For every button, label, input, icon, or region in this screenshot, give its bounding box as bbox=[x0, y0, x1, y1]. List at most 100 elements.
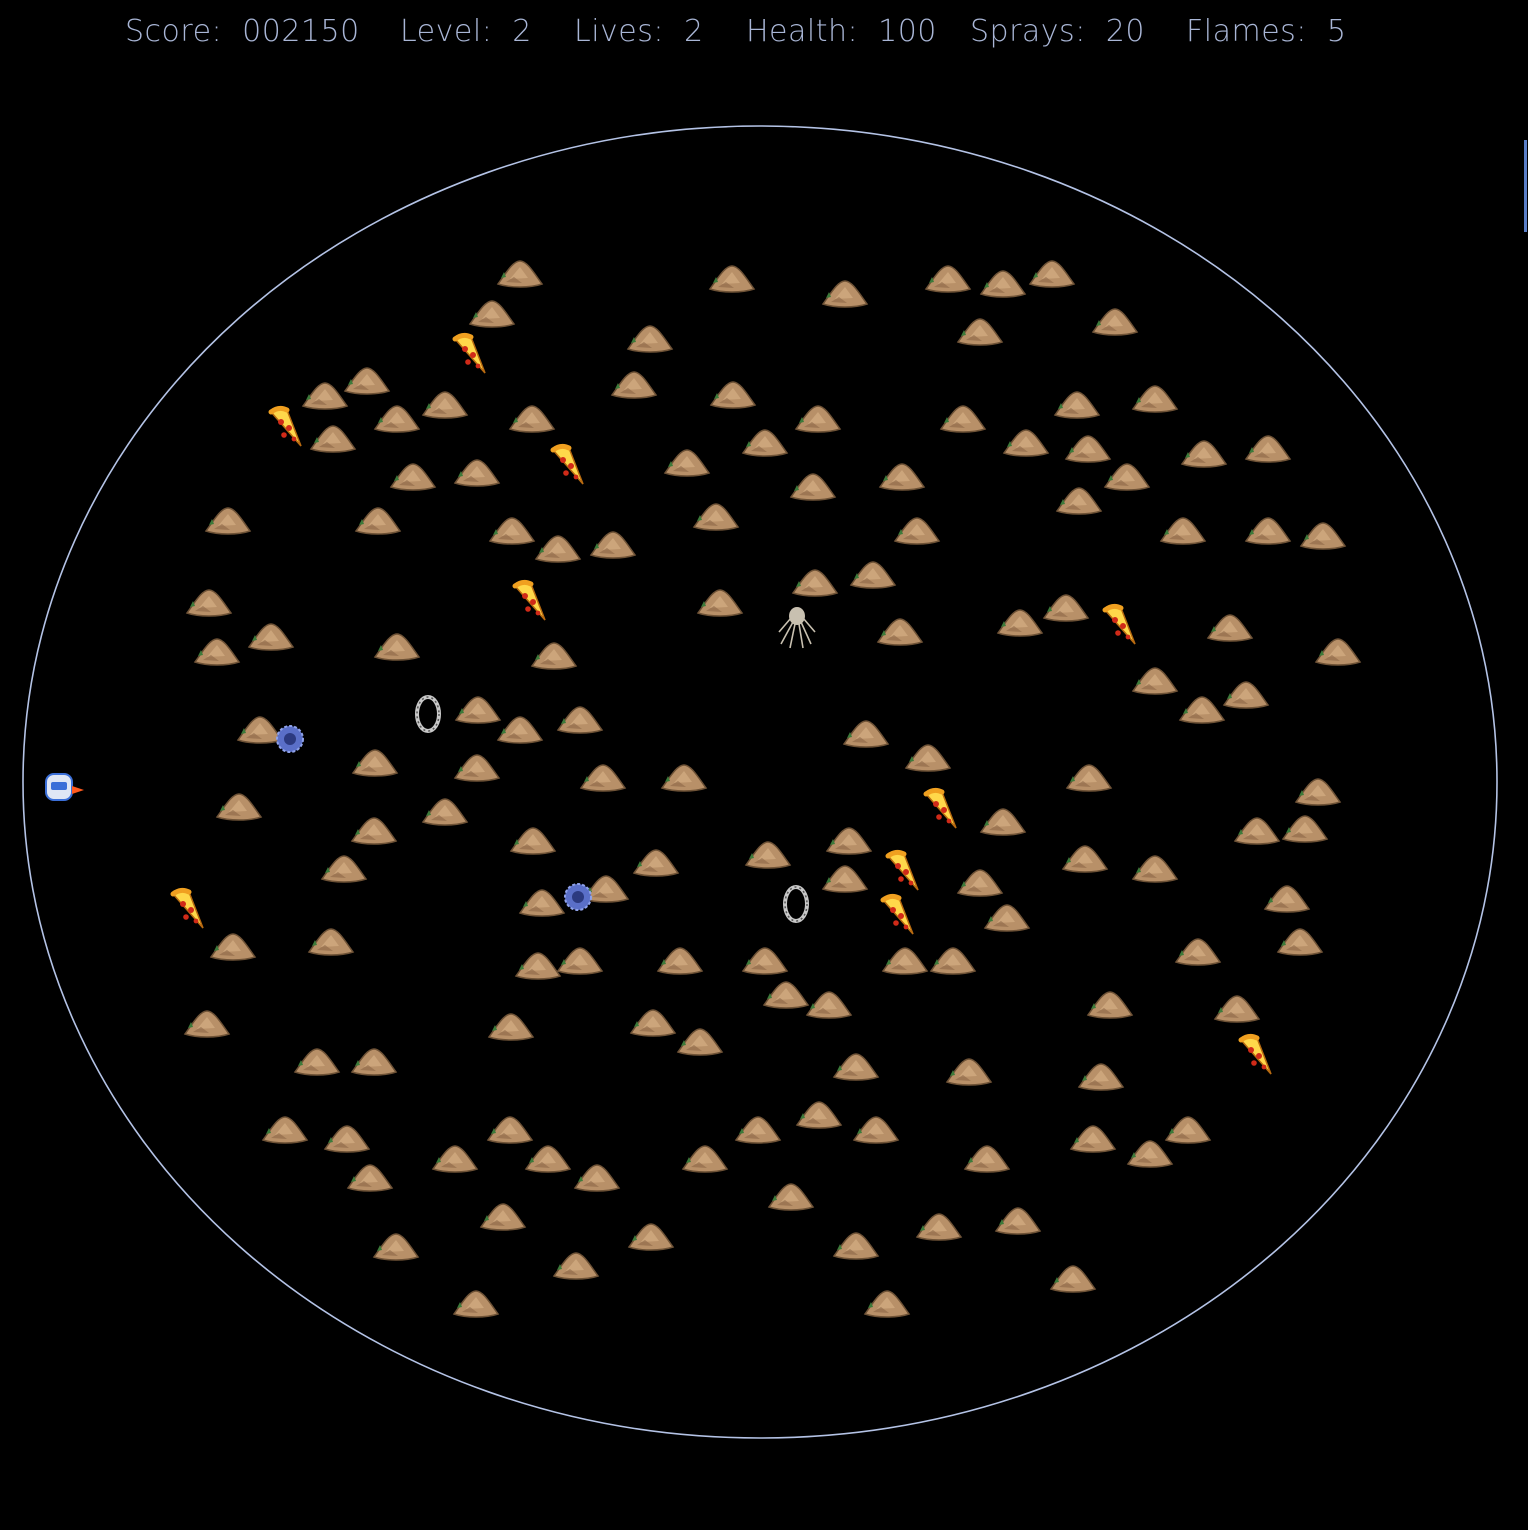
dirt-mound-icon bbox=[664, 449, 710, 477]
dirt-mound-icon bbox=[557, 947, 603, 975]
dirt-mound-icon bbox=[630, 1009, 676, 1037]
dirt-mound-icon bbox=[1207, 614, 1253, 642]
dirt-mound-icon bbox=[833, 1232, 879, 1260]
dirt-mound-icon bbox=[480, 1203, 526, 1231]
dirt-mound-icon bbox=[580, 764, 626, 792]
dirt-mound-icon bbox=[497, 260, 543, 288]
pizza-slice-icon bbox=[173, 890, 203, 928]
dirt-mound-icon bbox=[792, 569, 838, 597]
dirt-mound-icon bbox=[487, 1116, 533, 1144]
pizza-slice-icon bbox=[1105, 606, 1135, 644]
dirt-mound-icon bbox=[661, 764, 707, 792]
dirt-mound-icon bbox=[1062, 845, 1108, 873]
dirt-mound-icon bbox=[768, 1183, 814, 1211]
dirt-mound-icon bbox=[454, 459, 500, 487]
dirt-mound-icon bbox=[1087, 991, 1133, 1019]
dirt-mound-icon bbox=[677, 1028, 723, 1056]
player-ship-icon bbox=[45, 773, 85, 801]
dirt-mound-icon bbox=[796, 1101, 842, 1129]
dirt-mound-icon bbox=[763, 981, 809, 1009]
pizza-slice-icon bbox=[553, 446, 583, 484]
dirt-mound-icon bbox=[1043, 594, 1089, 622]
spider-enemy-icon bbox=[778, 606, 816, 649]
dirt-mound-icon bbox=[1066, 764, 1112, 792]
dirt-mound-icon bbox=[531, 642, 577, 670]
dirt-mound-icon bbox=[525, 1145, 571, 1173]
dirt-mound-icon bbox=[210, 933, 256, 961]
dirt-mound-icon bbox=[930, 947, 976, 975]
dirt-mound-icon bbox=[1078, 1063, 1124, 1091]
blue-gear-enemy-icon bbox=[564, 883, 592, 911]
dirt-mound-icon bbox=[1065, 435, 1111, 463]
dirt-mound-icon bbox=[515, 952, 561, 980]
dirt-mound-icon bbox=[1104, 463, 1150, 491]
dirt-mound-icon bbox=[1165, 1116, 1211, 1144]
flames-label: Flames: bbox=[1186, 14, 1307, 49]
dirt-mound-icon bbox=[1092, 308, 1138, 336]
dirt-mound-icon bbox=[745, 841, 791, 869]
dirt-mound-icon bbox=[1245, 435, 1291, 463]
dirt-mound-icon bbox=[879, 463, 925, 491]
dirt-mound-icon bbox=[352, 749, 398, 777]
dirt-mound-icon bbox=[1277, 928, 1323, 956]
dirt-mound-icon bbox=[519, 889, 565, 917]
dirt-mound-icon bbox=[1160, 517, 1206, 545]
dirt-mound-icon bbox=[697, 589, 743, 617]
dirt-mound-icon bbox=[590, 531, 636, 559]
level-readout: Level: 2 bbox=[400, 14, 532, 49]
dirt-mound-icon bbox=[1132, 855, 1178, 883]
dirt-mound-icon bbox=[1127, 1140, 1173, 1168]
dirt-mound-icon bbox=[373, 1233, 419, 1261]
grey-ring-enemy-icon bbox=[783, 885, 809, 923]
pizza-slice-icon bbox=[888, 852, 918, 890]
dirt-mound-icon bbox=[611, 371, 657, 399]
dirt-mound-icon bbox=[469, 300, 515, 328]
dirt-mound-icon bbox=[826, 827, 872, 855]
dirt-mound-icon bbox=[633, 849, 679, 877]
pizza-slice-icon bbox=[515, 582, 545, 620]
dirt-mound-icon bbox=[321, 855, 367, 883]
dirt-mound-icon bbox=[535, 535, 581, 563]
dirt-mound-icon bbox=[302, 382, 348, 410]
dirt-mound-icon bbox=[1282, 815, 1328, 843]
dirt-mound-icon bbox=[432, 1145, 478, 1173]
dirt-mound-icon bbox=[843, 720, 889, 748]
pizza-slice-icon bbox=[455, 335, 485, 373]
sprays-readout: Sprays: 20 bbox=[970, 14, 1145, 49]
dirt-mound-icon bbox=[822, 280, 868, 308]
hud-bar: Score: 002150 Level: 2 Lives: 2 Health: 100 … bbox=[0, 14, 1528, 60]
rocks-layer bbox=[184, 260, 1361, 1318]
dirt-mound-icon bbox=[742, 947, 788, 975]
dirt-mound-icon bbox=[1245, 517, 1291, 545]
sprays-value: 20 bbox=[1105, 14, 1145, 49]
dirt-mound-icon bbox=[853, 1116, 899, 1144]
dirt-mound-icon bbox=[1132, 667, 1178, 695]
dirt-mound-icon bbox=[916, 1213, 962, 1241]
dirt-mound-icon bbox=[1132, 385, 1178, 413]
dirt-mound-icon bbox=[1214, 995, 1260, 1023]
dirt-mound-icon bbox=[488, 1013, 534, 1041]
dirt-mound-icon bbox=[997, 609, 1043, 637]
dirt-mound-icon bbox=[946, 1058, 992, 1086]
pizza-slice-icon bbox=[271, 408, 301, 446]
dirt-mound-icon bbox=[882, 947, 928, 975]
dirt-mound-icon bbox=[905, 744, 951, 772]
dirt-mound-icon bbox=[310, 425, 356, 453]
dirt-mound-icon bbox=[822, 865, 868, 893]
arena-boundary bbox=[22, 125, 1498, 1439]
dirt-mound-icon bbox=[355, 507, 401, 535]
dirt-mound-icon bbox=[205, 507, 251, 535]
lives-value: 2 bbox=[684, 14, 704, 49]
health-readout: Health: 100 bbox=[746, 14, 937, 49]
pizza-slice-icon bbox=[883, 896, 913, 934]
dirt-mound-icon bbox=[682, 1145, 728, 1173]
dirt-mound-icon bbox=[957, 869, 1003, 897]
dirt-mound-icon bbox=[374, 405, 420, 433]
dirt-mound-icon bbox=[455, 696, 501, 724]
dirt-mound-icon bbox=[351, 1048, 397, 1076]
player-layer bbox=[45, 773, 85, 801]
dirt-mound-icon bbox=[489, 517, 535, 545]
dirt-mound-icon bbox=[1234, 817, 1280, 845]
